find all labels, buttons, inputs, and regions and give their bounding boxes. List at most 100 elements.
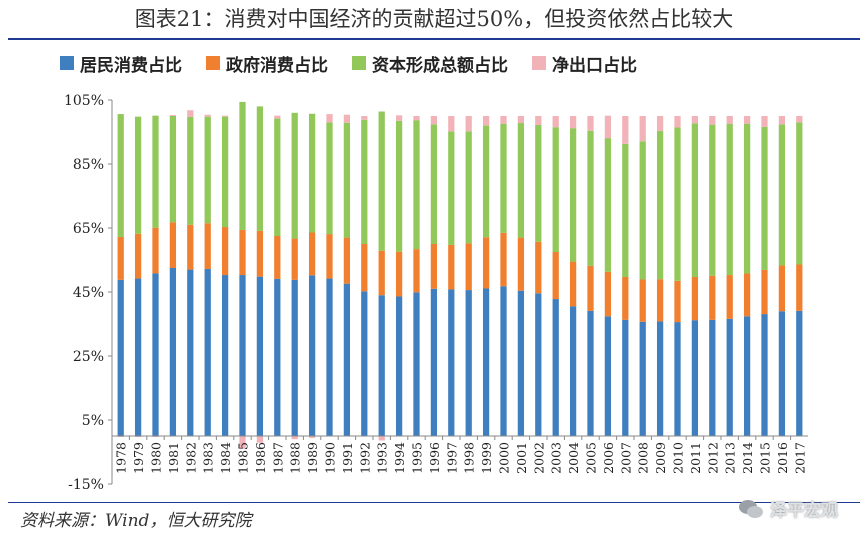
x-tick-label: 1996 bbox=[427, 442, 442, 474]
bar-investment bbox=[378, 111, 385, 251]
bar-household bbox=[430, 288, 438, 436]
bar-household bbox=[674, 322, 681, 436]
bar-government bbox=[743, 273, 751, 317]
x-tick-label: 1994 bbox=[392, 442, 407, 474]
bar-government bbox=[274, 236, 281, 279]
bar-household bbox=[691, 320, 699, 436]
x-tick-label: 2008 bbox=[636, 442, 651, 474]
bar-household bbox=[656, 321, 664, 436]
bar-government bbox=[395, 251, 403, 297]
bar-household bbox=[343, 283, 351, 436]
bar-household bbox=[308, 275, 316, 436]
bar-netexport bbox=[552, 116, 559, 128]
bar-investment bbox=[743, 123, 751, 274]
x-tick-label: 2003 bbox=[549, 442, 564, 474]
bar-netexport bbox=[395, 115, 403, 121]
bar-household bbox=[448, 289, 455, 436]
bar-netexport bbox=[656, 116, 664, 132]
x-tick-label: 2015 bbox=[758, 442, 773, 474]
bar-government bbox=[117, 236, 124, 280]
bar-netexport bbox=[535, 116, 542, 125]
bar-netexport bbox=[361, 116, 368, 120]
bar-household bbox=[274, 278, 281, 436]
x-tick-label: 1991 bbox=[340, 442, 355, 474]
watermark: 泽平宏观 bbox=[738, 496, 838, 521]
bar-government bbox=[239, 229, 246, 276]
bar-household bbox=[726, 318, 733, 436]
bar-investment bbox=[726, 123, 733, 276]
bar-investment bbox=[343, 122, 351, 238]
y-tick-label: 85% bbox=[73, 157, 104, 173]
y-tick-label: 45% bbox=[73, 285, 104, 301]
bar-household bbox=[256, 276, 264, 436]
legend-swatch-government bbox=[206, 56, 220, 70]
x-tick-label: 2013 bbox=[723, 442, 738, 474]
bar-household bbox=[152, 273, 159, 436]
x-tick-label: 1980 bbox=[149, 442, 164, 474]
legend-item-government: 政府消费占比 bbox=[206, 51, 328, 76]
bar-netexport bbox=[169, 115, 177, 116]
x-tick-label: 1998 bbox=[462, 442, 477, 474]
y-tick-label: -15% bbox=[68, 477, 104, 493]
x-tick-label: 1979 bbox=[131, 442, 146, 474]
bar-netexport bbox=[743, 116, 751, 124]
legend-item-household: 居民消费占比 bbox=[60, 51, 182, 76]
bar-netexport bbox=[691, 116, 699, 124]
bar-investment bbox=[256, 106, 264, 231]
bar-investment bbox=[656, 131, 664, 280]
bar-government bbox=[326, 234, 333, 279]
bar-government bbox=[169, 222, 177, 268]
bar-household bbox=[622, 319, 629, 436]
bar-government bbox=[152, 227, 159, 274]
bar-household bbox=[482, 288, 490, 436]
bar-investment bbox=[500, 123, 507, 233]
x-tick-label: 2007 bbox=[618, 442, 633, 474]
bar-investment bbox=[482, 125, 490, 238]
bar-netexport bbox=[187, 110, 194, 117]
bar-household bbox=[134, 278, 142, 436]
bar-government bbox=[552, 252, 559, 300]
bar-government bbox=[674, 280, 681, 323]
bar-netexport bbox=[569, 116, 577, 129]
x-tick-label: 1990 bbox=[323, 442, 338, 474]
x-tick-label: 2011 bbox=[688, 442, 703, 474]
wechat-icon bbox=[739, 499, 763, 518]
bar-investment bbox=[291, 112, 298, 239]
bar-netexport bbox=[587, 116, 594, 131]
x-tick-label: 1987 bbox=[270, 442, 285, 474]
x-tick-label: 1997 bbox=[444, 442, 459, 474]
bar-household bbox=[413, 292, 420, 436]
bar-investment bbox=[395, 120, 403, 252]
bar-government bbox=[535, 241, 542, 294]
bar-household bbox=[587, 310, 594, 436]
legend-swatch-investment bbox=[352, 56, 366, 70]
x-tick-label: 2012 bbox=[705, 442, 720, 474]
source-note: 资料来源：Wind，恒大研究院 bbox=[20, 511, 252, 531]
x-tick-label: 2004 bbox=[566, 442, 581, 474]
bar-investment bbox=[326, 122, 333, 235]
bar-government bbox=[587, 265, 594, 311]
bar-netexport bbox=[500, 116, 507, 124]
bar-netexport bbox=[221, 115, 229, 117]
bar-government bbox=[134, 233, 142, 279]
bar-investment bbox=[152, 115, 159, 228]
bar-netexport bbox=[726, 116, 733, 124]
bar-government bbox=[308, 232, 316, 276]
bar-investment bbox=[796, 122, 803, 265]
bar-government bbox=[482, 237, 490, 289]
x-tick-label: 2000 bbox=[497, 442, 512, 474]
x-tick-label: 2009 bbox=[653, 442, 668, 474]
chart-title: 图表21：消费对中国经济的贡献超过50%，但投资依然占比较大 bbox=[134, 7, 734, 31]
bar-government bbox=[500, 232, 507, 287]
watermark-text: 泽平宏观 bbox=[770, 501, 838, 521]
bar-household bbox=[761, 314, 768, 436]
bar-investment bbox=[204, 116, 211, 224]
bottom-divider bbox=[8, 502, 860, 503]
x-tick-label: 2005 bbox=[584, 442, 599, 474]
x-tick-label: 2017 bbox=[792, 442, 807, 474]
bar-netexport bbox=[256, 436, 264, 443]
legend-swatch-netexport bbox=[532, 56, 546, 70]
bar-government bbox=[204, 223, 211, 269]
bar-investment bbox=[587, 130, 594, 266]
